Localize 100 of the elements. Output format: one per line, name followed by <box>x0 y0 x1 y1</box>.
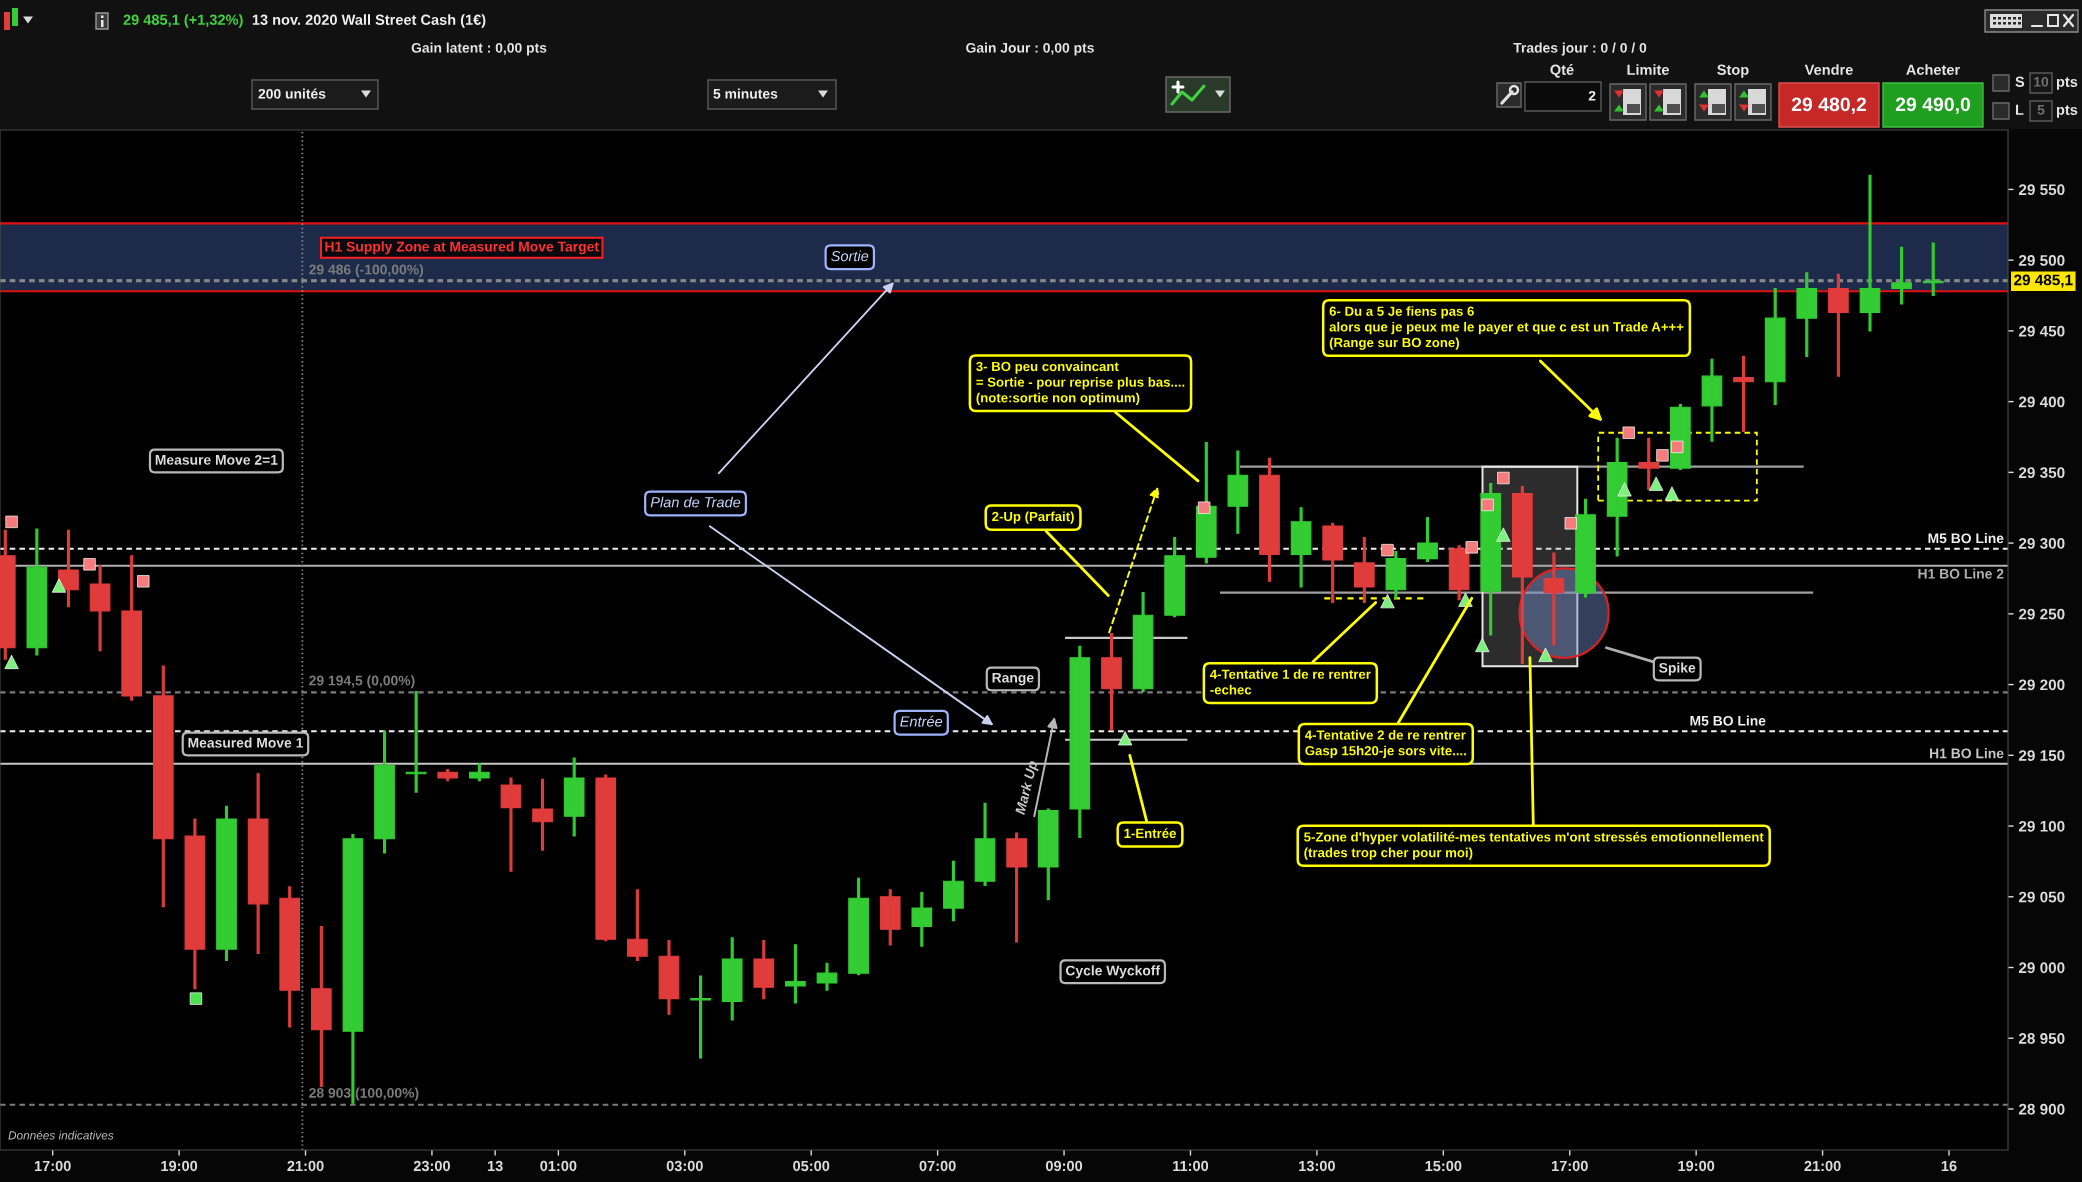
ref-line-label: M5 BO Line <box>1928 533 2004 544</box>
text: Limite <box>1627 64 1669 75</box>
candlestick <box>627 889 648 961</box>
ref-line-label: 29 485,1 <box>2014 274 2073 288</box>
y-tick-label: 29 100 <box>2018 820 2065 832</box>
annotation: 6- Du a 5 Je fiens pas 6 alors que je peux me le payer et que c est un Trade A+++ (Range sur BO zone) <box>1329 306 1684 350</box>
x-tick-label: 01:00 <box>540 1160 577 1172</box>
text: Gain Jour : 0,00 pts <box>966 42 1094 56</box>
x-tick-label: 09:00 <box>1045 1160 1083 1172</box>
candlestick <box>1322 522 1344 604</box>
chart-title: 13 nov. 2020 Wall Street Cash (1€) <box>252 14 486 28</box>
x-tick-label: 05:00 <box>793 1160 830 1172</box>
candlestick <box>879 889 901 946</box>
candlestick <box>405 691 427 793</box>
text: Stop <box>1717 64 1749 78</box>
candlestick <box>690 975 711 1059</box>
text: Acheter <box>1906 64 1960 75</box>
candlestick <box>26 528 48 656</box>
annotation: Range <box>992 672 1034 686</box>
candlestick <box>247 773 269 954</box>
candlestick <box>437 768 459 782</box>
text: Trades jour : 0 / 0 / 0 <box>1513 42 1647 56</box>
text: Gain latent : 0,00 pts <box>411 42 547 56</box>
annotation: Measure Move 2=1 <box>155 454 278 465</box>
text: Vendre <box>1804 64 1853 75</box>
text: pts <box>2056 105 2078 118</box>
x-tick-label: 16 <box>1941 1160 1957 1172</box>
candlestick <box>1353 536 1375 604</box>
x-tick-label: 07:00 <box>919 1160 956 1172</box>
x-tick-label: 17:00 <box>34 1160 71 1172</box>
y-tick-label: 29 000 <box>2018 962 2065 974</box>
x-tick-label: 17:00 <box>1552 1160 1588 1172</box>
x-tick-label: 21:00 <box>287 1160 324 1172</box>
y-tick-label: 28 950 <box>2018 1033 2065 1044</box>
candlestick <box>184 818 206 990</box>
candlestick <box>1891 246 1912 305</box>
ref-line-label: 29 486 (-100,00%) <box>309 264 424 278</box>
y-tick-label: 28 900 <box>2018 1103 2065 1115</box>
candlestick <box>1006 832 1027 943</box>
y-tick-label: 29 500 <box>2018 255 2065 266</box>
x-tick-label: 23:00 <box>413 1160 450 1172</box>
candlestick <box>753 940 775 1000</box>
y-tick-label: 29 050 <box>2018 891 2065 903</box>
x-tick-label: 03:00 <box>666 1160 703 1172</box>
annotation: 5-Zone d'hyper volatilité-mes tentatives m'ont stressés emotionnellement (trades trop cher pour moi) <box>1304 831 1764 860</box>
ref-line-label: 28 903 (100,00%) <box>309 1087 419 1101</box>
y-tick-label: 29 200 <box>2018 679 2065 691</box>
y-tick-label: 29 450 <box>2018 325 2065 337</box>
x-tick-label: 13 <box>487 1160 503 1172</box>
candlestick <box>1796 272 1818 357</box>
text: 29 490,0 <box>1895 97 1971 115</box>
x-tick-label: 13:00 <box>1299 1160 1335 1172</box>
annotation: Données indicatives <box>8 1130 114 1140</box>
ref-line-label: H1 BO Line <box>1930 748 2004 759</box>
candlestick <box>1290 507 1312 588</box>
text: pts <box>2056 77 2078 90</box>
candlestick <box>1701 358 1723 442</box>
candlestick <box>1859 174 1881 332</box>
candlestick <box>1101 633 1122 731</box>
candlestick <box>500 777 522 872</box>
candlestick <box>1543 552 1565 646</box>
annotation: Spike <box>1659 662 1696 676</box>
chart-subtitle: 29 485,1 (+1,32%) <box>123 14 243 28</box>
annotation: Plan de Trade <box>650 496 741 508</box>
annotation: 4-Tentative 1 de re rentrer -echec <box>1210 669 1371 695</box>
candlestick <box>1069 645 1091 838</box>
annotation: Measured Move 1 <box>188 737 303 748</box>
candlestick <box>1227 450 1249 534</box>
text: 10 <box>2034 76 2049 87</box>
annotation: 3- BO peu convaincant = Sortie - pour reprise plus bas.... (note:sortie non optimum) <box>976 361 1185 406</box>
ref-line-label: M5 BO Line <box>1690 715 1766 726</box>
candlestick <box>563 757 585 837</box>
ref-line-label: H1 BO Line 2 <box>1918 568 2004 579</box>
annotation: Sortie <box>831 250 869 262</box>
candlestick <box>1733 355 1754 432</box>
candlestick <box>721 937 743 1021</box>
candlestick <box>89 565 111 652</box>
annotation: Cycle Wyckoff <box>1065 965 1161 979</box>
candlestick <box>1828 273 1849 377</box>
annotation: 1-Entrée <box>1124 828 1176 839</box>
candlestick <box>1417 517 1438 563</box>
text: S <box>2015 76 2025 87</box>
y-tick-label: 29 300 <box>2018 537 2065 549</box>
text: 2 <box>1588 90 1596 101</box>
x-tick-label: 19:00 <box>1678 1160 1715 1172</box>
x-tick-label: 21:00 <box>1804 1160 1841 1172</box>
candlestick <box>310 925 332 1087</box>
candlestick <box>911 891 933 947</box>
y-tick-label: 29 550 <box>2018 184 2065 196</box>
text: 200 unités <box>258 88 326 99</box>
candlestick <box>816 962 838 991</box>
candlestick <box>532 778 553 851</box>
x-tick-label: 19:00 <box>161 1160 198 1172</box>
annotation: 4-Tentative 2 de re rentrer Gasp 15h20-je sors vite.... <box>1304 730 1466 758</box>
candlestick <box>1385 551 1407 599</box>
text: Qté <box>1550 64 1574 78</box>
y-tick-label: 29 350 <box>2018 467 2065 479</box>
y-tick-label: 29 250 <box>2018 608 2065 620</box>
text: 5 minutes <box>713 88 778 99</box>
x-tick-label: 11:00 <box>1173 1160 1209 1172</box>
